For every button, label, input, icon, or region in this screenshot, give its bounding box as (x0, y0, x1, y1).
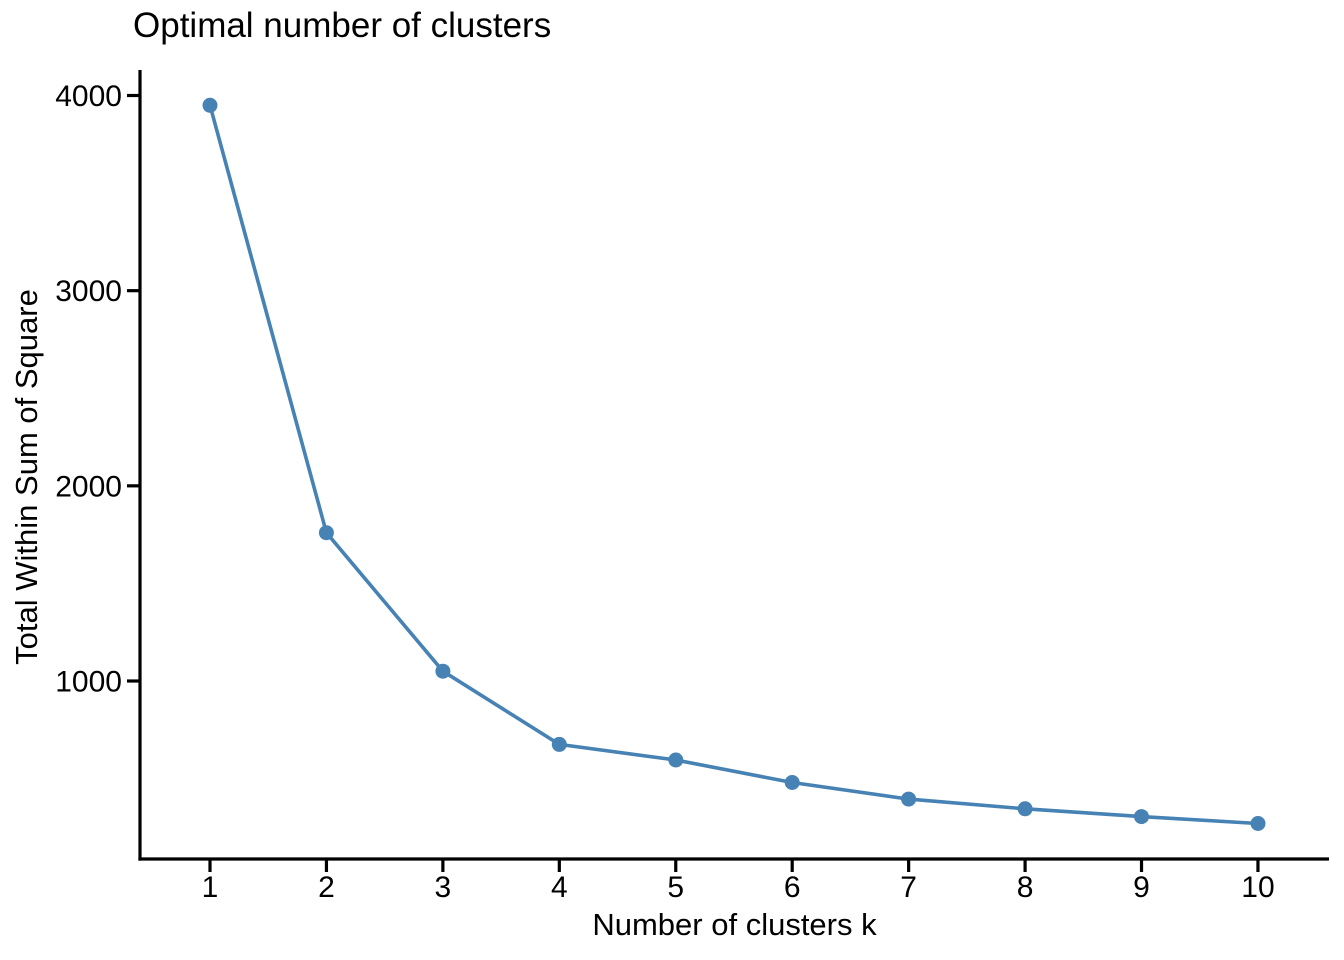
x-tick-label: 1 (202, 871, 219, 904)
x-tick-label: 10 (1241, 871, 1274, 904)
y-tick-label: 1000 (55, 666, 122, 699)
x-axis-title: Number of clusters k (592, 907, 877, 942)
data-point (784, 775, 800, 790)
data-point (318, 525, 334, 541)
data-point (901, 791, 917, 807)
data-point (202, 97, 218, 113)
series-line (208, 103, 1260, 826)
x-tick-label: 3 (435, 871, 452, 904)
data-point (1017, 801, 1033, 817)
y-axis-title: Total Within Sum of Square (9, 289, 44, 665)
x-tick-label: 2 (318, 871, 335, 904)
x-tick-label: 8 (1017, 871, 1034, 904)
x-tick-label: 7 (900, 871, 917, 904)
chart-title: Optimal number of clusters (133, 6, 552, 45)
x-tick-label: 4 (551, 871, 568, 904)
y-tick-label: 4000 (55, 80, 122, 113)
data-point (668, 752, 684, 768)
data-point (1250, 816, 1266, 831)
data-point (1134, 809, 1149, 825)
x-tick-label: 9 (1133, 871, 1150, 904)
data-point (551, 736, 567, 752)
x-tick-label: 6 (784, 871, 801, 904)
data-point (435, 663, 451, 679)
x-tick-label: 5 (667, 871, 684, 904)
y-tick-label: 3000 (55, 275, 122, 308)
y-tick-label: 2000 (55, 470, 122, 503)
